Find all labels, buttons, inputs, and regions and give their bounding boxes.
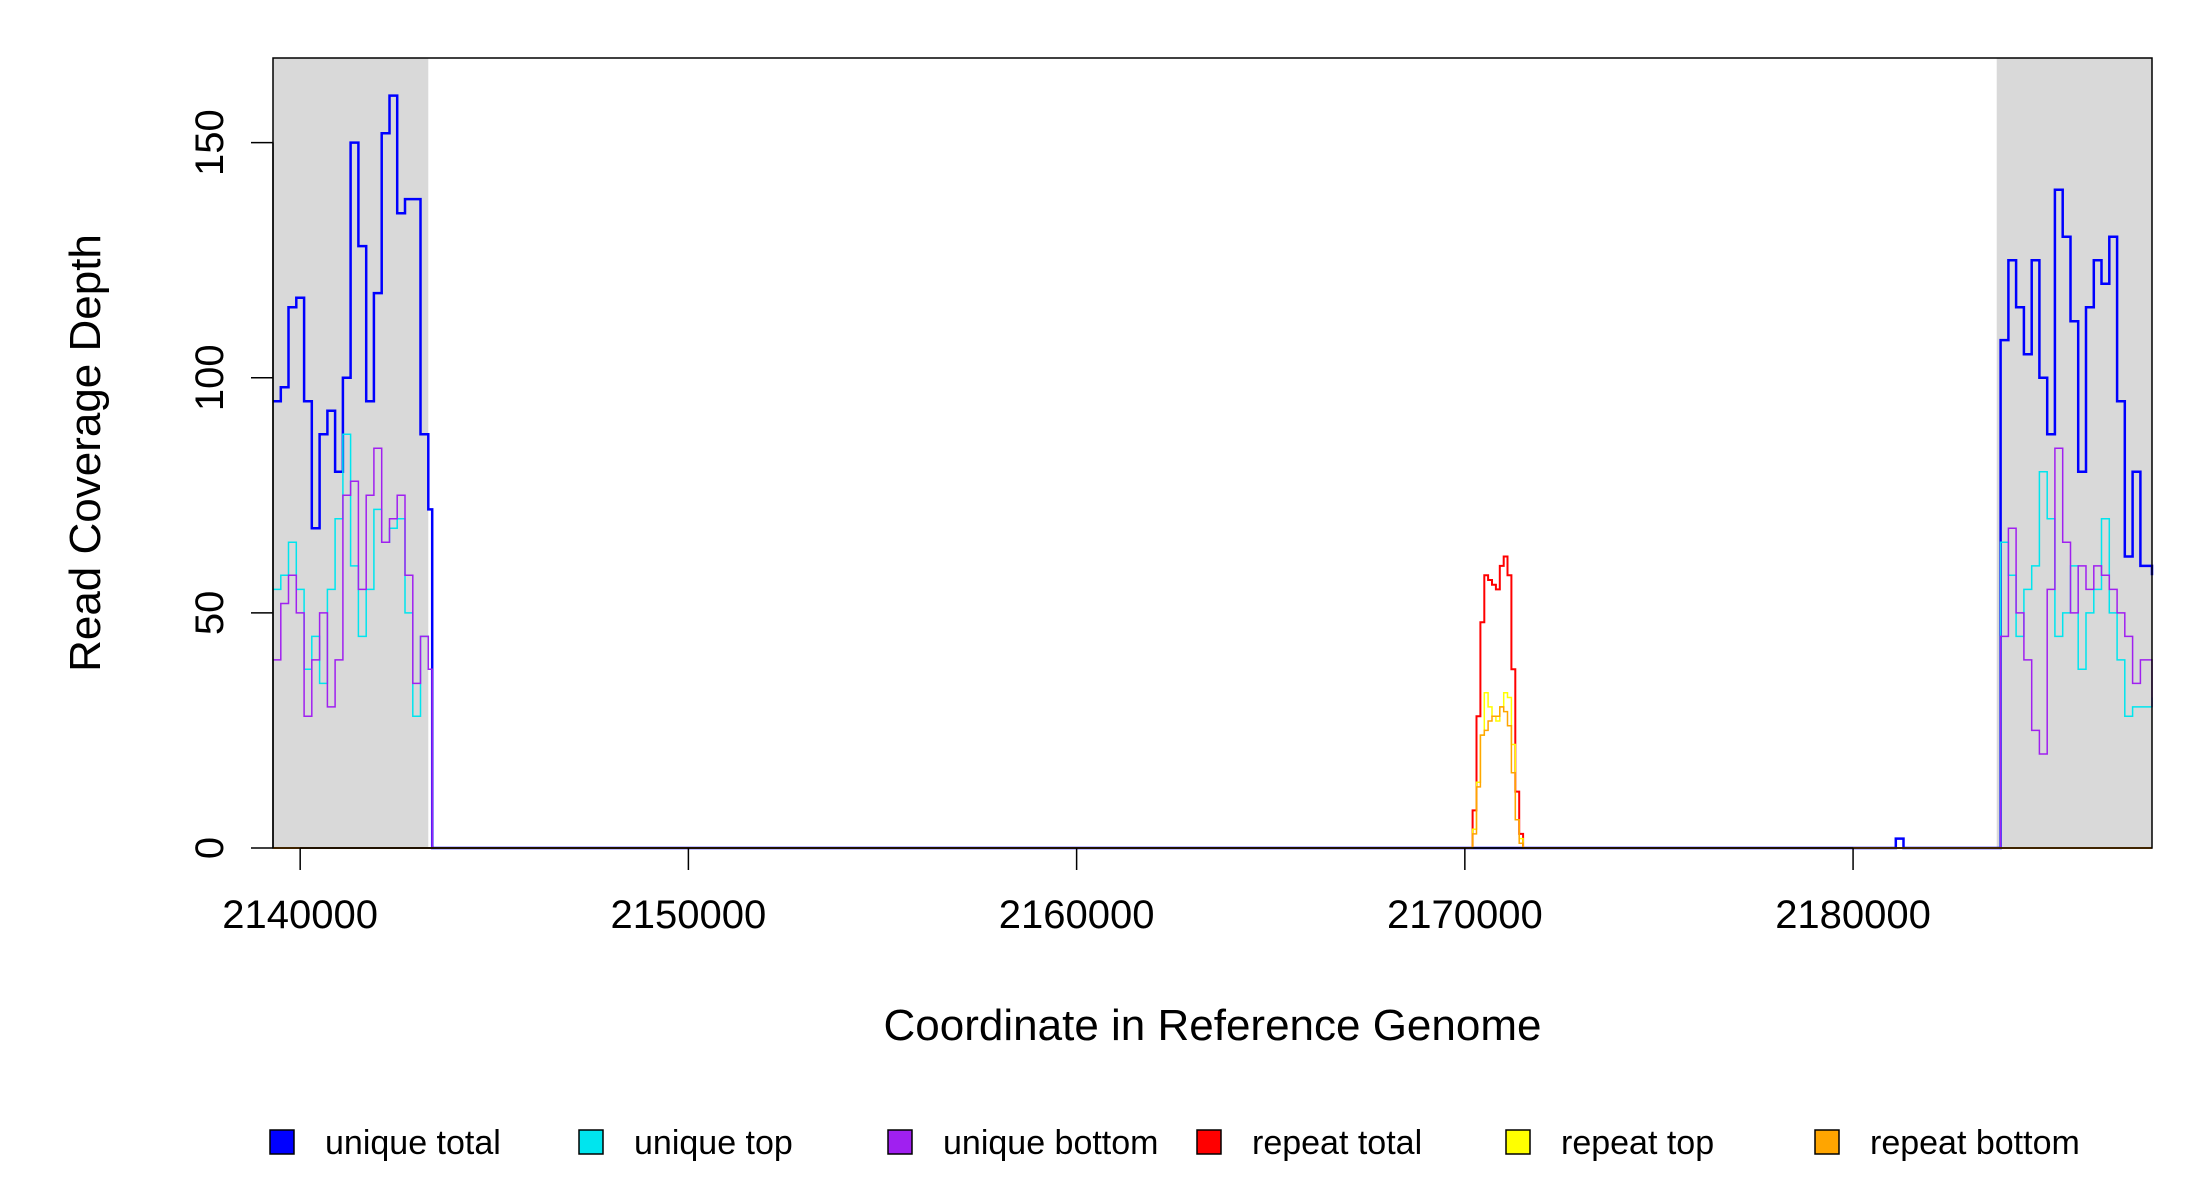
series-line-repeat-top — [273, 692, 2152, 849]
series-line-repeat-total — [273, 555, 2152, 849]
series-line-unique-top — [273, 433, 2153, 849]
x-tick-label: 2180000 — [1775, 893, 1931, 937]
legend-label: repeat total — [1252, 1124, 1422, 1162]
legend-label: unique total — [325, 1124, 501, 1162]
legend-label: repeat top — [1561, 1124, 1714, 1162]
shaded-regions — [273, 58, 2152, 848]
series-line-unique-total — [273, 94, 2154, 850]
x-tick-label: 2140000 — [222, 893, 378, 937]
series-line-repeat-bottom — [273, 706, 2152, 849]
legend-swatch — [887, 1129, 913, 1155]
y-tick-label: 100 — [188, 344, 232, 411]
x-tick-label: 2150000 — [611, 893, 767, 937]
x-tick-label: 2170000 — [1387, 893, 1543, 937]
plot-frame — [272, 57, 2153, 849]
y-tick-label: 0 — [188, 837, 232, 859]
y-axis-label: Read Coverage Depth — [61, 234, 110, 672]
legend-swatch — [1814, 1129, 1840, 1155]
legend-label: unique top — [634, 1124, 793, 1162]
legend-swatch — [578, 1129, 604, 1155]
y-tick-label: 150 — [188, 109, 232, 176]
axes: 2140000 2150000 2160000 2170000 2180000 0 50 10… — [188, 109, 1931, 937]
legend-swatch — [1196, 1129, 1222, 1155]
x-tick-label: 2160000 — [999, 893, 1155, 937]
legend-label: unique bottom — [943, 1124, 1159, 1162]
series-line-unique-bottom — [273, 447, 2153, 849]
shaded-region-2 — [1996, 58, 2152, 848]
y-tick-label: 50 — [188, 591, 232, 636]
legend-swatch — [269, 1129, 295, 1155]
x-axis-label: Coordinate in Reference Genome — [884, 1001, 1542, 1050]
legend-label: repeat bottom — [1870, 1124, 2080, 1162]
legend: unique total unique top unique bottom repea… — [269, 1124, 2080, 1162]
legend-swatch — [1505, 1129, 1531, 1155]
series-lines — [273, 94, 2154, 850]
